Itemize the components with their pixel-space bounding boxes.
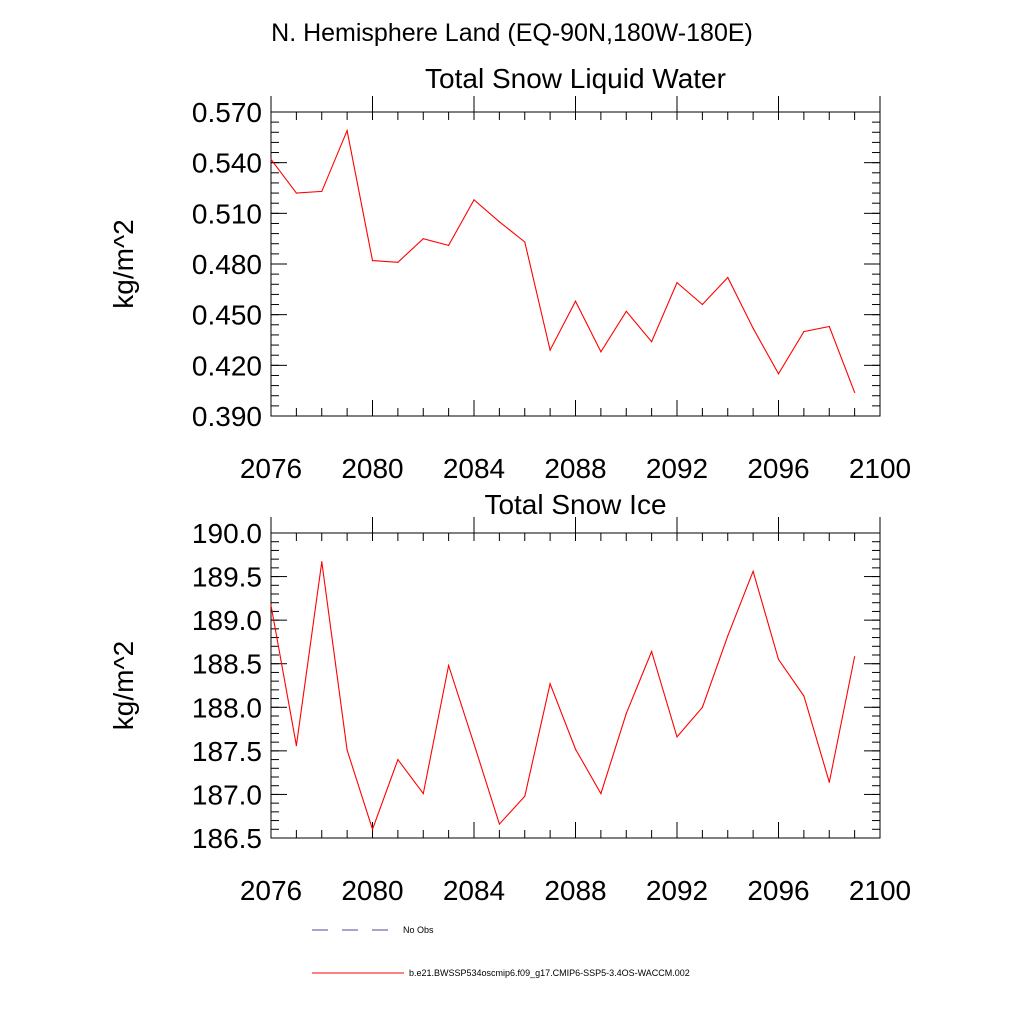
data-point [549, 683, 551, 685]
data-point [346, 129, 348, 132]
panel-snow-ice: Total Snow Ice 186.5 187.0 187.5 188.0 188.5 1… [108, 489, 911, 906]
data-point [600, 351, 602, 353]
data-point [448, 244, 450, 247]
series-line [270, 128, 856, 393]
data-point [346, 749, 348, 751]
y-tick-label: 189.5 [192, 562, 262, 593]
data-point [321, 190, 323, 192]
legend: No Obs b.e21.BWSSP534oscmip6.f09_g17.CMI… [312, 925, 690, 978]
data-point [574, 748, 577, 750]
x-tick-label: 2076 [240, 453, 302, 484]
y-tick-label: 190.0 [192, 518, 262, 549]
y-tick-label: 188.0 [192, 692, 262, 723]
y-tick-label: 0.390 [192, 401, 262, 432]
y-axis-label: kg/m^2 [108, 219, 139, 308]
data-point [498, 221, 500, 223]
data-point [777, 373, 780, 375]
x-tick-label: 2096 [747, 453, 809, 484]
data-point [295, 745, 297, 747]
data-point [270, 158, 272, 160]
data-point [828, 325, 830, 328]
data-point [549, 349, 551, 351]
data-point [854, 391, 856, 393]
y-tick-label: 189.0 [192, 605, 262, 636]
y-tick-label: 0.420 [192, 350, 262, 381]
x-tick-label: 2084 [443, 875, 505, 906]
data-point [270, 604, 272, 606]
data-point [803, 695, 805, 697]
plot-frame [270, 532, 881, 839]
x-tick-label: 2076 [240, 875, 302, 906]
data-point [448, 664, 450, 667]
data-point [397, 758, 399, 761]
data-point [473, 743, 475, 745]
legend-label-model: b.e21.BWSSP534oscmip6.f09_g17.CMIP6-SSP5… [409, 968, 690, 978]
data-point [625, 712, 627, 714]
y-tick-label: 0.540 [192, 148, 262, 179]
y-tick-label: 186.5 [192, 823, 262, 854]
data-point [651, 341, 653, 343]
chart-title: Total Snow Ice [484, 489, 666, 520]
x-tick-label: 2080 [341, 453, 403, 484]
data-point [321, 561, 323, 563]
x-tick-label: 2092 [646, 875, 708, 906]
data-point [854, 656, 856, 658]
panel-snow-liquid-water: Total Snow Liquid Water 0.390 0.420 0.450 0.… [108, 63, 911, 484]
data-point [574, 300, 577, 302]
data-point [371, 260, 374, 262]
data-point [828, 781, 830, 783]
data-point [752, 327, 754, 329]
series-line [270, 561, 856, 831]
legend-label-no-obs: No Obs [403, 925, 434, 935]
y-axis-label: kg/m^2 [108, 641, 139, 730]
x-tick-label: 2092 [646, 453, 708, 484]
x-tick-label: 2088 [544, 875, 606, 906]
chart-title: Total Snow Liquid Water [425, 63, 726, 94]
data-point [701, 706, 703, 708]
x-tick-label: 2096 [747, 875, 809, 906]
y-tick-label: 188.5 [192, 649, 262, 680]
data-point [371, 828, 374, 830]
data-point [600, 792, 602, 795]
data-point [803, 330, 805, 333]
data-point [524, 241, 526, 243]
data-point [651, 650, 653, 653]
data-point [473, 199, 475, 201]
data-point [422, 238, 424, 240]
x-tick-label: 2080 [341, 875, 403, 906]
y-tick-label: 0.480 [192, 249, 262, 280]
data-point [295, 192, 297, 194]
y-tick-label: 0.510 [192, 198, 262, 229]
data-point [625, 310, 627, 312]
data-point [498, 823, 500, 825]
data-point [701, 303, 703, 306]
data-point [777, 658, 780, 660]
data-point [727, 635, 729, 637]
plot-frame [270, 111, 881, 417]
x-tick-label: 2100 [849, 875, 911, 906]
y-tick-label: 0.570 [192, 97, 262, 128]
y-tick-label: 0.450 [192, 300, 262, 331]
y-tick-label: 187.0 [192, 779, 262, 810]
x-tick-label: 2084 [443, 453, 505, 484]
x-tick-label: 2088 [544, 453, 606, 484]
region-title: N. Hemisphere Land (EQ-90N,180W-180E) [271, 19, 753, 47]
data-point [727, 276, 729, 279]
data-point [397, 261, 399, 263]
data-point [676, 281, 678, 284]
data-point [752, 570, 754, 572]
data-point [524, 795, 526, 797]
y-tick-label: 187.5 [192, 736, 262, 767]
data-point [676, 736, 678, 738]
x-tick-label: 2100 [849, 453, 911, 484]
data-point [422, 792, 424, 795]
